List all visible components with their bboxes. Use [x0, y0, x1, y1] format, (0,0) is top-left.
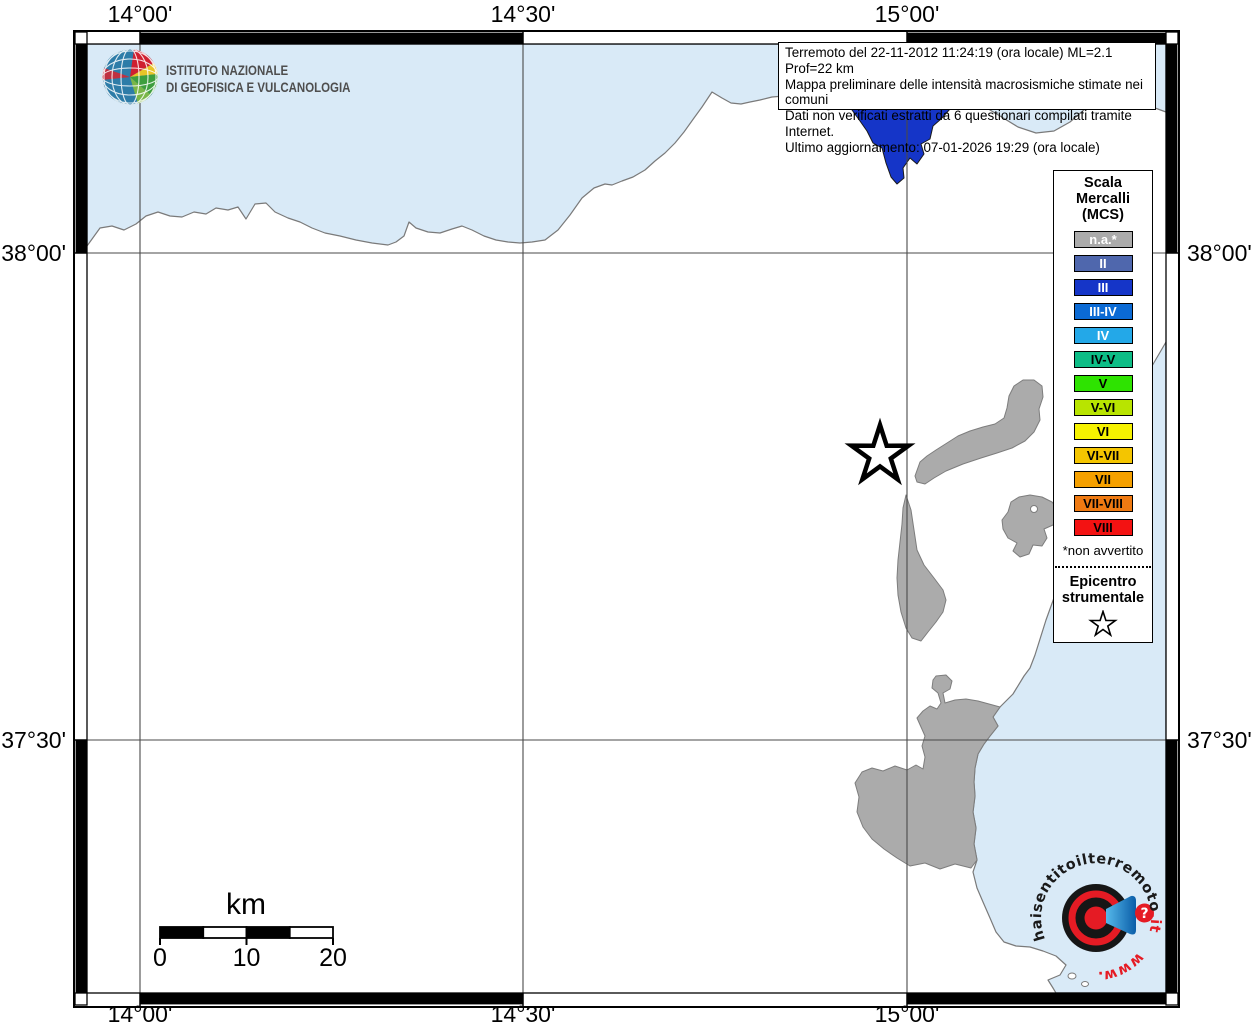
graticule: [87, 44, 1166, 993]
legend-footnote: *non avvertito: [1062, 543, 1144, 558]
comune-na-elongated: [914, 379, 1044, 485]
legend-chip-vi: VI: [1073, 423, 1133, 440]
lon-label-top-15-00: 15°00': [875, 1, 940, 27]
lon-label-bottom-14-00: 14°00': [108, 1001, 173, 1024]
comune-na-enclave: [1030, 505, 1038, 513]
info-line-event: Terremoto del 22-11-2012 11:24:19 (ora l…: [785, 45, 1113, 76]
scale-bar: km 0 10 20: [153, 888, 347, 972]
epicenter-star: [844, 417, 916, 486]
lon-label-bottom-15-00: 15°00': [875, 1001, 940, 1024]
legend-chip-ii: II: [1073, 255, 1133, 272]
scale-tick-10: 10: [233, 944, 261, 972]
legend-chip-viii: VIII: [1073, 519, 1133, 536]
legend-chip-vii-viii: VII-VIII: [1073, 495, 1133, 512]
legend-chips: n.a.* II III III-IV IV IV-V V V-VI VI VI…: [1054, 231, 1152, 536]
scale-tick-20: 20: [319, 944, 347, 972]
ingv-logo: ISTITUTO NAZIONALE DI GEOFISICA E VULCAN…: [102, 49, 350, 105]
legend-chip-v-vi: V-VI: [1073, 399, 1133, 416]
info-line-updated: Ultimo aggiornamento: 07-01-2026 19:29 (…: [785, 139, 1100, 155]
scale-tick-0: 0: [153, 944, 167, 972]
legend-chip-iii-iv: III-IV: [1073, 303, 1133, 320]
legend-chip-na: n.a.*: [1073, 231, 1133, 248]
lat-label-left-37-30: 37°30': [1, 727, 66, 753]
earthquake-info-box: Terremoto del 22-11-2012 11:24:19 (ora l…: [778, 42, 1156, 155]
epicenter-star-icon: [1088, 608, 1118, 638]
map-frame: [73, 30, 1180, 1008]
info-line-map: Mappa preliminare delle intensità macros…: [785, 76, 1143, 108]
legend-chip-iv: IV: [1073, 327, 1133, 344]
question-badge: [1135, 903, 1154, 923]
lon-label-top-14-30: 14°30': [491, 1, 556, 27]
question-mark: ?: [1140, 906, 1148, 922]
legend-epicenter-line1: Epicentro: [1069, 574, 1137, 590]
lon-label-top-14-00: 14°00': [108, 1, 173, 27]
legend-chip-iii: III: [1073, 279, 1133, 296]
megaphone-icon: [1106, 895, 1136, 935]
lat-label-left-38-00: 38°00': [1, 240, 66, 266]
scale-bar-unit: km: [226, 888, 266, 921]
ring-text-suffix: .it: [1146, 912, 1164, 934]
legend-title-line1: Scala: [1084, 175, 1122, 191]
lon-label-bottom-14-30: 14°30': [491, 1001, 556, 1024]
legend-chip-vii: VII: [1073, 471, 1133, 488]
mercalli-legend: Scala Mercalli (MCS) n.a.* II III III-IV…: [1053, 170, 1153, 643]
ingv-globe-icon: [102, 49, 158, 105]
legend-divider: [1055, 566, 1151, 568]
islet: [1067, 972, 1077, 980]
legend-chip-iv-v: IV-V: [1073, 351, 1133, 368]
ingv-name-line2: DI GEOFISICA E VULCANOLOGIA: [166, 79, 350, 95]
lat-label-right-37-30: 37°30': [1187, 727, 1252, 753]
info-line-data: Dati non verificati estratti da 6 questi…: [785, 108, 1132, 139]
bullseye-center: [1084, 906, 1108, 930]
comune-na-coastal: [854, 674, 1001, 870]
legend-title-line2: Mercalli: [1076, 191, 1130, 207]
legend-chip-vi-vii: VI-VII: [1073, 447, 1133, 464]
comune-na-sliver: [896, 494, 947, 642]
comune-na-blob: [1001, 494, 1060, 558]
ingv-name-line1: ISTITUTO NAZIONALE: [166, 62, 289, 78]
islet: [1081, 981, 1089, 987]
legend-title-line3: (MCS): [1082, 207, 1124, 223]
legend-chip-v: V: [1073, 375, 1133, 392]
legend-epicenter-line2: strumentale: [1061, 590, 1145, 606]
lat-label-right-38-00: 38°00': [1187, 240, 1252, 266]
